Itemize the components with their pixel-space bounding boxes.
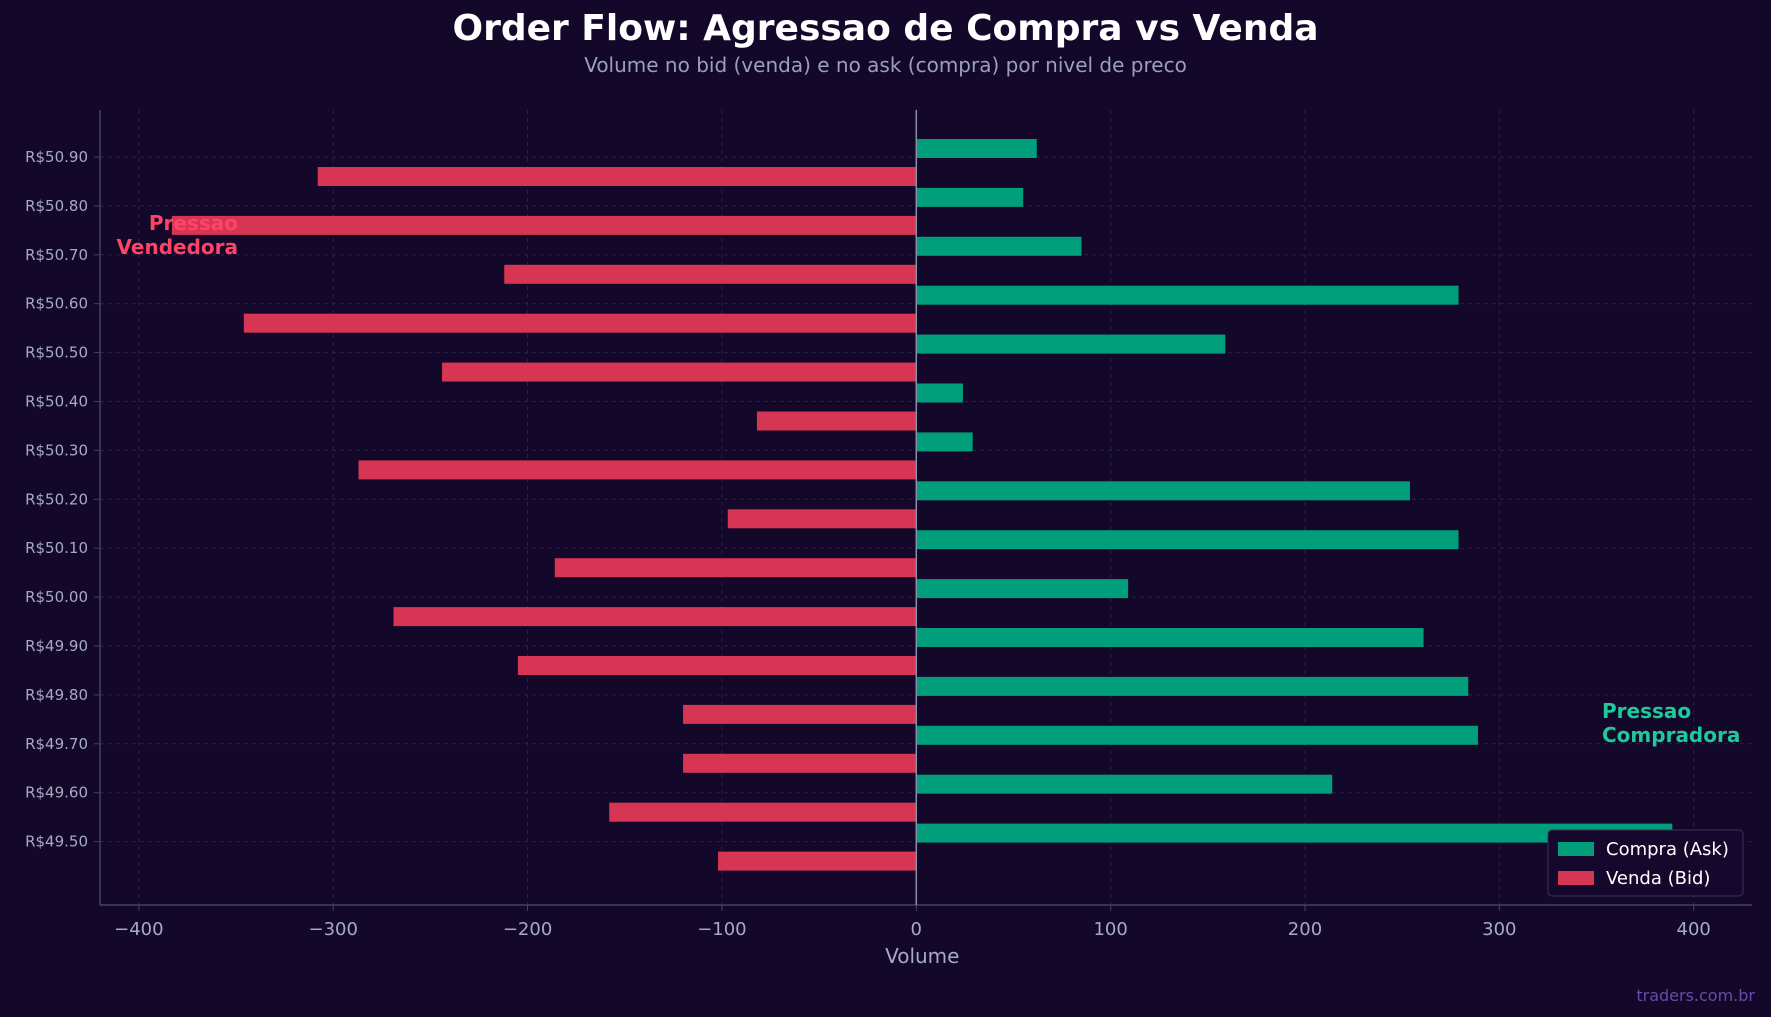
buy-bar	[916, 187, 1024, 207]
y-tick-label: R$50.40	[25, 393, 88, 411]
sell-bar	[609, 802, 917, 822]
annotation-selling-pressure: Pressao	[149, 211, 238, 235]
y-tick-label: R$50.80	[25, 197, 88, 215]
buy-bar	[916, 579, 1129, 599]
x-axis-label: Volume	[885, 944, 959, 968]
legend[interactable]: Compra (Ask) Venda (Bid)	[1547, 829, 1744, 897]
legend-entry: Compra (Ask)	[1606, 839, 1729, 860]
legend-swatch	[1558, 842, 1594, 856]
annotation-selling-pressure: Vendedora	[117, 235, 238, 259]
y-tick-labels: R$50.90 R$50.80 R$50.70 R$50.60 R$50.50 R$50.…	[25, 148, 88, 851]
y-tick-label: R$50.10	[25, 539, 88, 557]
y-tick-label: R$49.60	[25, 784, 88, 802]
sell-bar	[756, 411, 917, 431]
sell-bar	[683, 753, 917, 773]
sell-bar	[517, 656, 917, 675]
annotation-buying-pressure: Compradora	[1602, 723, 1740, 747]
x-tick-label: −200	[503, 919, 552, 940]
sell-bar	[718, 851, 917, 871]
buy-bar	[916, 139, 1037, 158]
legend-entry: Venda (Bid)	[1606, 868, 1710, 889]
axes	[94, 110, 1752, 911]
sell-bar	[504, 264, 917, 284]
y-tick-label: R$50.00	[25, 588, 88, 606]
buy-bar	[916, 823, 1673, 843]
y-tick-label: R$50.20	[25, 490, 88, 508]
y-tick-label: R$49.80	[25, 686, 88, 704]
buy-bar	[916, 236, 1082, 256]
y-tick-label: R$50.60	[25, 295, 88, 313]
sell-bar	[171, 215, 917, 235]
sell-bar	[442, 362, 917, 382]
annotation-buying-pressure: Pressao	[1602, 699, 1691, 723]
x-tick-label: −400	[114, 919, 163, 940]
x-tick-label: −100	[697, 919, 746, 940]
y-tick-label: R$50.70	[25, 246, 88, 264]
sell-bar	[243, 313, 917, 333]
sell-bar	[554, 558, 917, 578]
chart-title: Order Flow: Agressao de Compra vs Venda	[452, 8, 1319, 49]
y-tick-label: R$49.70	[25, 735, 88, 753]
buy-bar	[916, 285, 1459, 305]
x-tick-label: 100	[1093, 919, 1127, 940]
buy-bar	[916, 481, 1410, 501]
bars	[171, 139, 1673, 871]
x-tick-label: 0	[911, 919, 922, 940]
y-tick-label: R$50.30	[25, 441, 88, 459]
x-tick-label: 300	[1482, 919, 1516, 940]
sell-bar	[727, 509, 917, 529]
x-tick-label: 200	[1288, 919, 1322, 940]
chart-subtitle: Volume no bid (venda) e no ask (compra) …	[584, 53, 1187, 77]
x-tick-labels: −400 −300 −200 −100 0 100 200 300 400	[114, 919, 1711, 940]
y-tick-label: R$49.50	[25, 833, 88, 851]
sell-bar	[358, 460, 917, 480]
sell-bar	[683, 704, 917, 724]
buy-bar	[916, 676, 1469, 696]
buy-bar	[916, 725, 1478, 745]
sell-bar	[393, 607, 917, 627]
buy-bar	[916, 530, 1459, 550]
legend-swatch	[1558, 871, 1594, 885]
y-tick-label: R$50.90	[25, 148, 88, 166]
sell-bar	[317, 167, 917, 186]
watermark: traders.com.br	[1636, 986, 1755, 1005]
buy-bar	[916, 334, 1226, 354]
y-tick-label: R$50.50	[25, 344, 88, 362]
x-tick-label: −300	[308, 919, 357, 940]
buy-bar	[916, 383, 963, 403]
buy-bar	[916, 432, 973, 452]
legend-box	[1547, 829, 1744, 897]
x-tick-label: 400	[1677, 919, 1711, 940]
buy-bar	[916, 628, 1424, 647]
buy-bar	[916, 774, 1333, 794]
y-tick-label: R$49.90	[25, 637, 88, 655]
